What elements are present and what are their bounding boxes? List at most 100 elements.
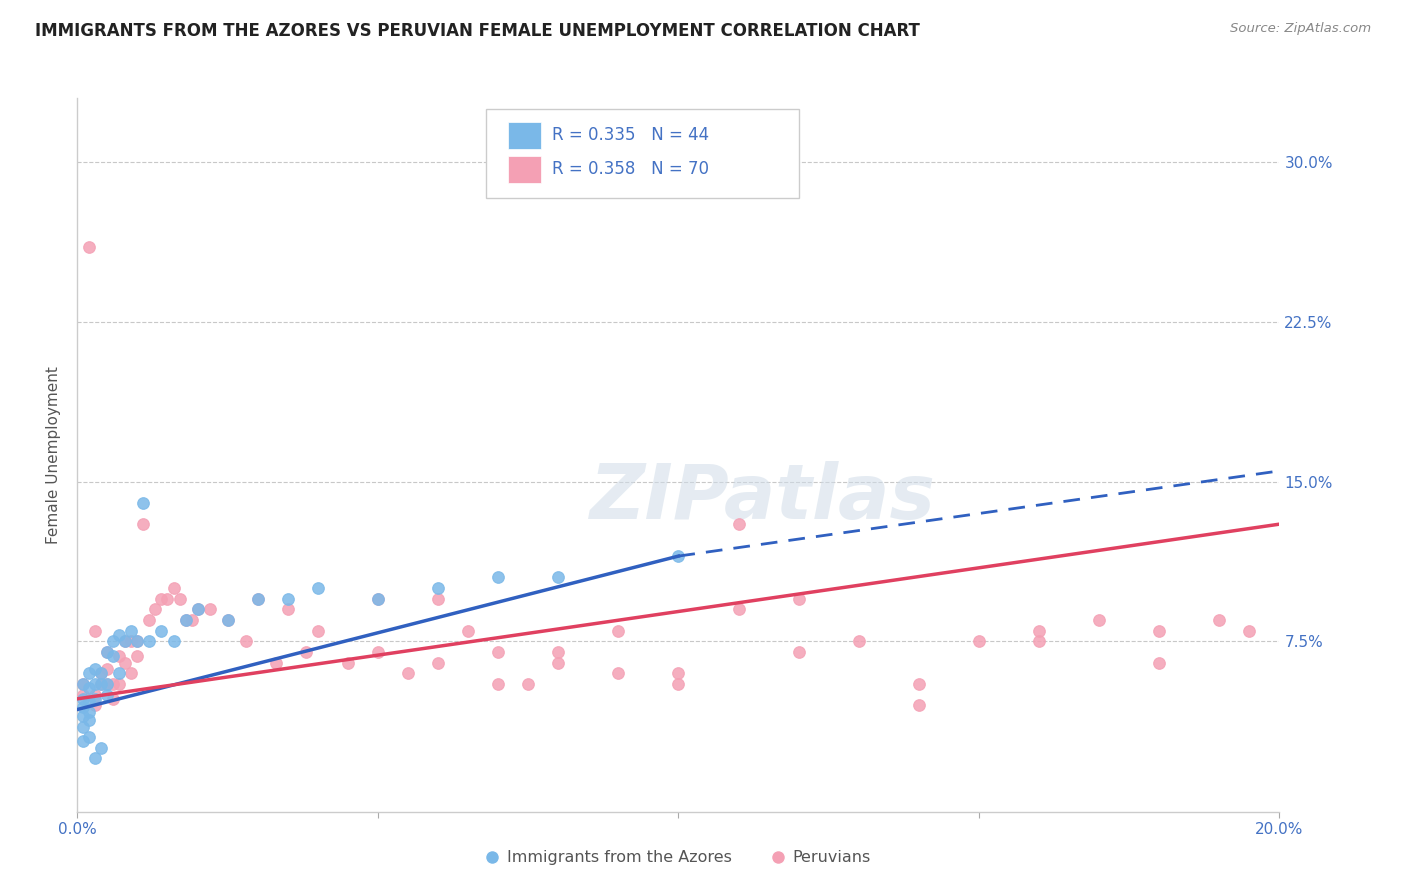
Point (72, 677, 94, 691)
Point (96, 645, 118, 659)
Point (84, 751, 107, 765)
Point (367, 645, 389, 659)
Point (1088, 613, 1111, 627)
Point (174, 613, 197, 627)
Point (120, 666, 142, 681)
Bar (508, 121, 541, 149)
Point (138, 613, 160, 627)
Point (427, 591, 450, 606)
Text: IMMIGRANTS FROM THE AZORES VS PERUVIAN FEMALE UNEMPLOYMENT CORRELATION CHART: IMMIGRANTS FROM THE AZORES VS PERUVIAN F… (35, 22, 920, 40)
Point (96, 662, 118, 676)
Point (967, 634, 990, 648)
Point (127, 634, 149, 648)
Point (187, 602, 209, 616)
Point (217, 613, 239, 627)
Point (396, 666, 419, 681)
Point (72, 709, 94, 723)
Point (307, 624, 329, 638)
Point (235, 634, 257, 648)
Point (103, 634, 125, 648)
Point (668, 666, 690, 681)
Point (120, 624, 142, 638)
Point (90, 666, 112, 681)
Point (486, 677, 509, 691)
Point (72, 691, 94, 706)
Point (727, 517, 749, 532)
Text: Source: ZipAtlas.com: Source: ZipAtlas.com (1230, 22, 1371, 36)
Point (246, 591, 269, 606)
FancyBboxPatch shape (486, 109, 799, 198)
Point (84, 677, 107, 691)
Text: ZIPatlas: ZIPatlas (589, 461, 935, 534)
Point (1149, 656, 1171, 670)
Point (162, 634, 184, 648)
Point (79, 713, 101, 727)
Point (145, 602, 167, 616)
Point (84, 688, 107, 702)
Point (96, 645, 118, 659)
Point (427, 656, 450, 670)
Point (138, 634, 160, 648)
Point (162, 581, 184, 595)
Point (180, 613, 202, 627)
Point (103, 691, 125, 706)
Point (96, 688, 118, 702)
Point (72, 734, 94, 748)
Point (84, 624, 107, 638)
Point (108, 666, 131, 681)
Point (908, 677, 931, 691)
Point (96, 677, 118, 691)
Point (156, 591, 179, 606)
Point (668, 677, 690, 691)
Point (668, 549, 690, 563)
Point (79, 705, 101, 719)
Point (277, 591, 299, 606)
Text: R = 0.335   N = 44: R = 0.335 N = 44 (553, 127, 709, 145)
Point (547, 656, 569, 670)
Point (114, 634, 136, 648)
Point (90, 740, 112, 755)
Point (607, 624, 630, 638)
Point (198, 602, 221, 616)
Point (120, 634, 142, 648)
Point (1239, 624, 1261, 638)
Bar (508, 156, 541, 183)
Point (79, 681, 101, 695)
Point (72, 719, 94, 733)
Point (90, 666, 112, 681)
Point (307, 581, 329, 595)
Point (1028, 634, 1050, 648)
Point (187, 602, 209, 616)
Point (848, 634, 870, 648)
Point (607, 666, 630, 681)
Point (547, 570, 569, 584)
Y-axis label: Female Unemployment: Female Unemployment (46, 366, 62, 544)
Text: R = 0.358   N = 70: R = 0.358 N = 70 (553, 161, 709, 178)
Point (787, 645, 810, 659)
Point (277, 602, 299, 616)
Point (150, 591, 173, 606)
Point (727, 602, 749, 616)
Point (132, 496, 155, 510)
Point (1208, 613, 1230, 627)
Point (787, 591, 810, 606)
Point (72, 688, 94, 702)
Point (367, 591, 389, 606)
Point (246, 591, 269, 606)
Point (132, 517, 155, 532)
Point (174, 613, 197, 627)
Point (517, 677, 540, 691)
Point (486, 570, 509, 584)
Point (336, 656, 359, 670)
Point (90, 677, 112, 691)
Point (90, 677, 112, 691)
Point (1028, 624, 1050, 638)
Point (457, 624, 479, 638)
Point (217, 613, 239, 627)
Point (108, 649, 131, 664)
Point (108, 628, 131, 642)
Point (127, 649, 149, 664)
Point (127, 634, 149, 648)
Point (114, 634, 136, 648)
Point (84, 698, 107, 713)
